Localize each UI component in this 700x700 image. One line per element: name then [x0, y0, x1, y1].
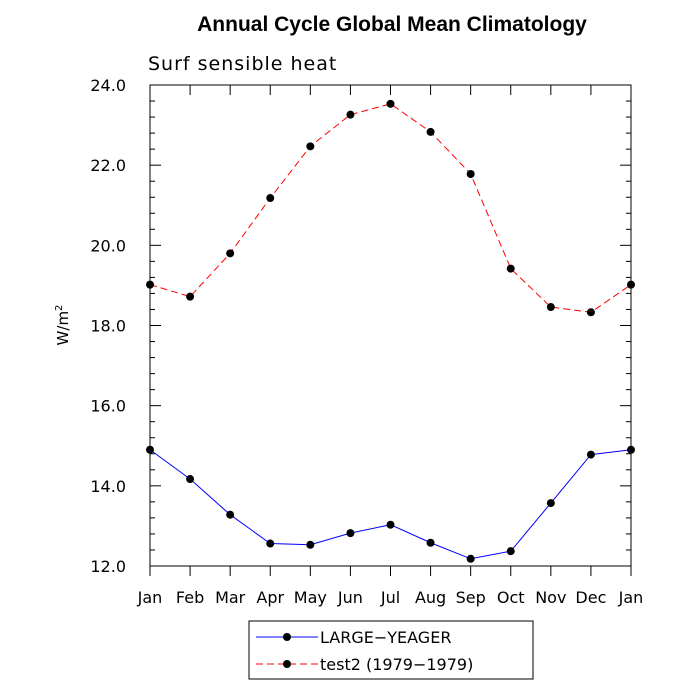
data-point: [266, 194, 275, 203]
series-layer: [146, 99, 635, 563]
x-tick-label: Aug: [415, 588, 446, 607]
x-tick-label: Nov: [535, 588, 566, 607]
legend-label-test2: test2 (1979−1979): [320, 655, 473, 674]
series-line-1: [149, 103, 632, 313]
data-point: [306, 142, 315, 151]
x-axis-tick-labels: Jan Feb Mar Apr May Jun Jul Aug Sep Oct Nov Dec Jan: [137, 588, 644, 607]
x-tick-label: Jan: [137, 588, 163, 607]
data-point: [506, 264, 515, 273]
legend: LARGE−YEAGER test2 (1979−1979): [248, 620, 534, 680]
y-axis-tick-labels: 12.0 14.0 16.0 18.0 20.0 22.0 24.0: [90, 76, 126, 576]
y-tick-label: 14.0: [90, 477, 126, 496]
data-point: [186, 475, 195, 484]
chart-subtitle: Surf sensible heat: [148, 53, 337, 75]
y-tick-label: 12.0: [90, 557, 126, 576]
y-tick-label: 22.0: [90, 156, 126, 175]
x-tick-label: Mar: [215, 588, 246, 607]
x-tick-label: Oct: [497, 588, 525, 607]
data-point: [146, 280, 154, 289]
x-tick-label: Sep: [456, 588, 486, 607]
data-point: [266, 539, 275, 548]
y-tick-label: 24.0: [90, 76, 126, 95]
data-point: [586, 308, 595, 317]
series-line-0: [149, 449, 632, 560]
data-point: [627, 445, 635, 454]
data-point: [586, 450, 595, 459]
series-1: [146, 99, 635, 317]
x-axis-ticks: [149, 85, 632, 576]
data-point: [546, 303, 555, 312]
data-point: [346, 529, 355, 538]
legend-marker-large-yeager: [283, 633, 291, 641]
legend-marker-test2: [283, 660, 291, 668]
data-point: [386, 99, 395, 108]
data-point: [346, 110, 355, 119]
data-point: [506, 547, 515, 556]
y-axis-label-unit: W/m: [54, 311, 72, 346]
data-point: [426, 127, 435, 136]
data-point: [146, 445, 154, 454]
data-point: [426, 538, 435, 547]
data-point: [306, 540, 315, 549]
series-0: [146, 445, 635, 563]
data-point: [386, 520, 395, 529]
y-axis-label-exponent: 2: [54, 305, 65, 311]
data-point: [546, 499, 555, 508]
x-tick-label: Apr: [256, 588, 284, 607]
x-tick-label: May: [294, 588, 327, 607]
x-tick-label: Jan: [618, 588, 644, 607]
chart-title: Annual Cycle Global Mean Climatology: [197, 13, 587, 36]
data-point: [226, 510, 235, 519]
data-point: [226, 249, 235, 258]
data-point: [186, 292, 195, 301]
legend-label-large-yeager: LARGE−YEAGER: [320, 628, 451, 647]
y-axis-label: W/m2: [54, 305, 72, 346]
data-point: [627, 280, 635, 289]
x-tick-label: Jul: [380, 588, 400, 607]
x-tick-label: Jun: [337, 588, 363, 607]
y-tick-label: 16.0: [90, 397, 126, 416]
x-tick-label: Dec: [575, 588, 606, 607]
data-point: [466, 554, 475, 563]
y-axis-ticks: [150, 84, 631, 567]
legend-box: [248, 620, 534, 680]
y-tick-label: 18.0: [90, 317, 126, 336]
data-point: [466, 169, 475, 178]
x-tick-label: Feb: [176, 588, 204, 607]
y-tick-label: 20.0: [90, 236, 126, 255]
